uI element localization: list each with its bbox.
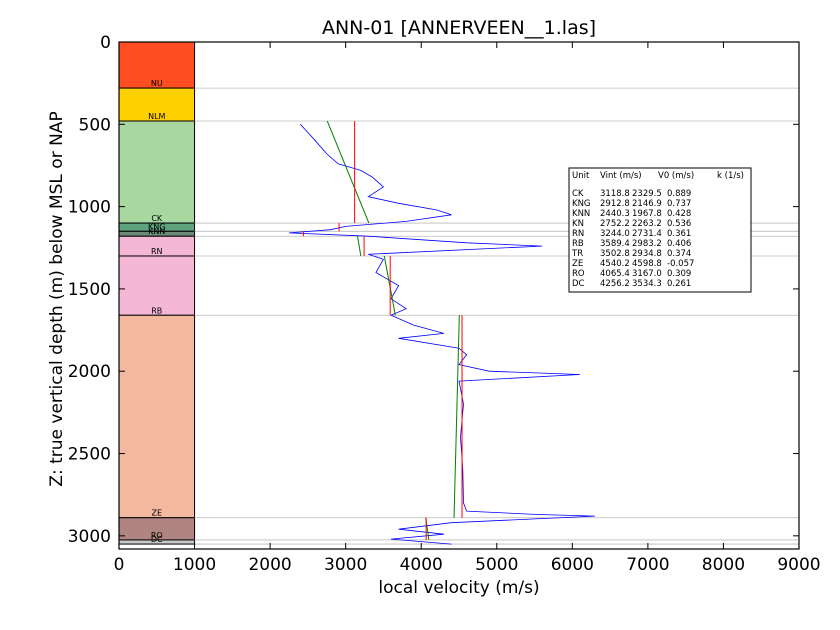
table-cell: DC bbox=[572, 279, 585, 289]
y-tick-label: 0 bbox=[100, 33, 111, 53]
table-cell: 0.889 bbox=[667, 189, 691, 199]
strat-unit-label: KNN bbox=[148, 227, 165, 236]
y-tick-label: 3000 bbox=[68, 527, 111, 547]
x-tick-label: 4000 bbox=[400, 555, 443, 575]
y-tick-label: 1500 bbox=[68, 280, 111, 300]
table-cell: 0.374 bbox=[667, 249, 691, 259]
y-tick-label: 500 bbox=[79, 115, 111, 135]
table-cell: 4065.4 bbox=[600, 269, 630, 279]
table-header: Unit bbox=[572, 171, 590, 181]
strat-unit-label: KNG bbox=[148, 222, 165, 231]
table-cell: 0.261 bbox=[667, 279, 691, 289]
strat-unit-rb bbox=[118, 255, 196, 316]
strat-unit-label: RN bbox=[151, 247, 163, 256]
table-header: Vint (m/s) bbox=[600, 171, 642, 181]
table-cell: 4598.8 bbox=[632, 259, 662, 269]
plot-background bbox=[119, 42, 799, 549]
strat-unit-label: NU bbox=[151, 79, 163, 88]
table-cell: 3502.8 bbox=[600, 249, 630, 259]
table-cell: 2263.2 bbox=[632, 219, 662, 229]
table-cell: -0.057 bbox=[667, 259, 694, 269]
strat-unit-label: RB bbox=[151, 306, 162, 315]
x-tick-label: 2000 bbox=[248, 555, 291, 575]
y-axis-label: Z: true vertical depth (m) below MSL or … bbox=[47, 111, 67, 486]
table-cell: 2934.8 bbox=[632, 249, 662, 259]
linear-fit-line bbox=[326, 120, 370, 224]
table-cell: RB bbox=[572, 239, 584, 249]
table-frame bbox=[568, 167, 752, 293]
x-tick-label: 0 bbox=[114, 555, 125, 575]
table-cell: CK bbox=[572, 189, 584, 199]
x-tick-label: 6000 bbox=[551, 555, 594, 575]
y-axis: 0 500 1000 1500 2000 2500 3000 bbox=[68, 33, 799, 547]
table-cell: 2440.3 bbox=[600, 209, 630, 219]
x-tick-label: 7000 bbox=[626, 555, 669, 575]
strat-unit-ze bbox=[118, 314, 196, 519]
table-cell: KNG bbox=[572, 199, 591, 209]
strat-unit-nu bbox=[118, 41, 196, 89]
y-tick-label: 2000 bbox=[68, 362, 111, 382]
x-axis: 0 1000 2000 3000 4000 5000 6000 7000 8000 9000 bbox=[114, 42, 821, 575]
table-cell: 2146.9 bbox=[632, 199, 662, 209]
strat-unit-label: DC bbox=[151, 535, 163, 544]
linear-fit-line bbox=[357, 236, 362, 257]
table-cell: 0.737 bbox=[667, 199, 691, 209]
table-cell: 2752.2 bbox=[600, 219, 630, 229]
table-cell: 3534.3 bbox=[632, 279, 662, 289]
table-cell: 0.406 bbox=[667, 239, 691, 249]
interval-velocity-lines bbox=[302, 121, 463, 540]
strat-unit-ck bbox=[118, 120, 196, 224]
x-tick-label: 3000 bbox=[324, 555, 367, 575]
strat-unit-label: ZE bbox=[152, 509, 163, 518]
parameter-table: Unit Vint (m/s) V0 (m/s) k (1/s) CK 3118.8 232… bbox=[568, 167, 752, 293]
table-cell: RN bbox=[572, 229, 584, 239]
x-axis-label: local velocity (m/s) bbox=[378, 578, 539, 598]
table-cell: 0.536 bbox=[667, 219, 691, 229]
table-cell: 4256.2 bbox=[600, 279, 630, 289]
table-cell: 1967.8 bbox=[632, 209, 662, 219]
table-cell: 0.309 bbox=[667, 269, 691, 279]
table-cell: 3589.4 bbox=[600, 239, 630, 249]
table-header: k (1/s) bbox=[717, 171, 744, 181]
table-cell: TR bbox=[571, 249, 583, 259]
table-cell: KN bbox=[572, 219, 584, 229]
strat-unit-label: RO bbox=[151, 531, 163, 540]
table-cell: KNN bbox=[572, 209, 590, 219]
strat-unit-nlm bbox=[118, 87, 196, 122]
linear-fit-lines bbox=[326, 120, 460, 541]
chart-title: ANN-01 [ANNERVEEN__1.las] bbox=[322, 17, 596, 39]
linear-fit-line bbox=[453, 315, 460, 518]
table-header: V0 (m/s) bbox=[658, 171, 694, 181]
x-tick-label: 9000 bbox=[777, 555, 820, 575]
table-cell: 2983.2 bbox=[632, 239, 662, 249]
y-tick-label: 1000 bbox=[68, 198, 111, 218]
table-cell: RO bbox=[572, 269, 585, 279]
plot-frame bbox=[118, 41, 800, 550]
y-tick-label: 2500 bbox=[68, 445, 111, 465]
table-cell: ZE bbox=[572, 259, 583, 269]
table-cell: 2329.5 bbox=[632, 189, 662, 199]
table-cell: 2912.8 bbox=[600, 199, 630, 209]
table-cell: 3167.0 bbox=[632, 269, 662, 279]
x-tick-label: 5000 bbox=[475, 555, 518, 575]
table-cell: 2731.4 bbox=[632, 229, 662, 239]
x-tick-label: 1000 bbox=[173, 555, 216, 575]
table-cell: 4540.2 bbox=[600, 259, 630, 269]
strat-unit-label: NLM bbox=[148, 112, 165, 121]
velocity-log-series bbox=[288, 124, 596, 545]
strat-unit-label: CK bbox=[151, 214, 163, 223]
table-cell: 0.361 bbox=[667, 229, 691, 239]
table-cell: 3244.0 bbox=[600, 229, 630, 239]
table-cell: 3118.8 bbox=[600, 189, 630, 199]
x-tick-label: 8000 bbox=[702, 555, 745, 575]
table-cell: 0.428 bbox=[667, 209, 691, 219]
